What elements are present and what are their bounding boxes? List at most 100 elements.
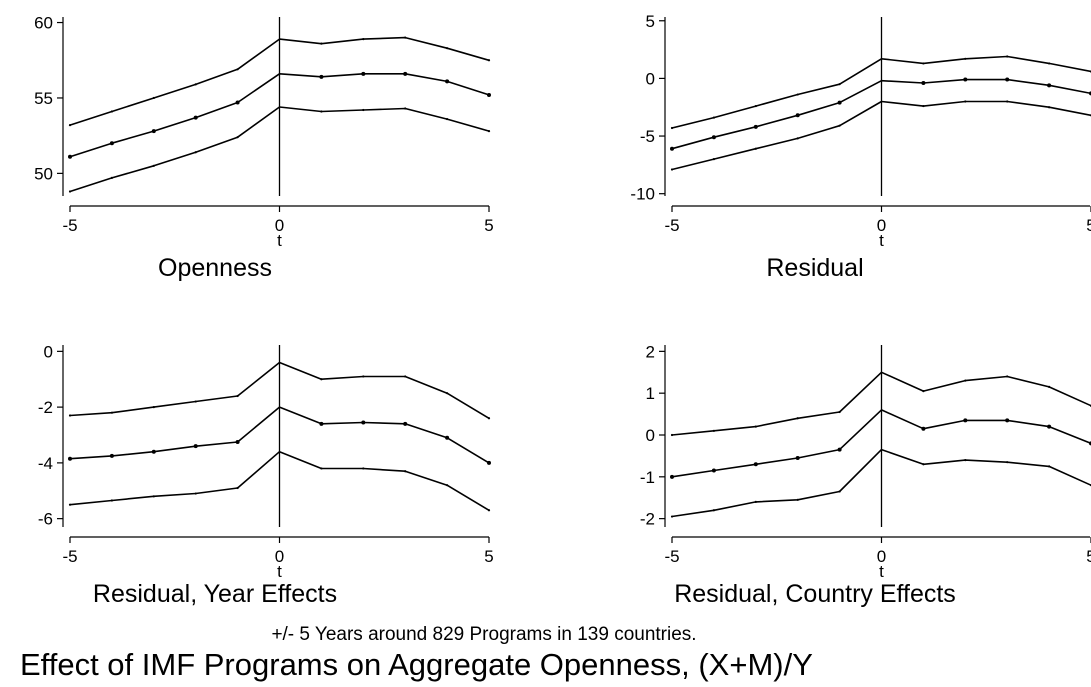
series-point-estimate: [670, 146, 674, 151]
series-point-upper: [670, 126, 674, 130]
panel-title: Residual, Country Effects: [674, 580, 956, 608]
series-point-lower: [110, 176, 113, 179]
series-point-estimate: [1005, 418, 1010, 423]
series-point-upper: [236, 394, 239, 398]
series-point-lower: [320, 467, 323, 470]
series-point-upper: [964, 57, 967, 60]
series-point-estimate: [361, 71, 366, 76]
panel-1: 50 55 60 -5 0 5 t Openness: [34, 14, 494, 282]
series-point-estimate: [487, 92, 491, 97]
series-point-lower: [68, 503, 72, 506]
series-line-lower: [69, 106, 490, 193]
series-point-estimate: [487, 460, 491, 465]
series-point-estimate: [403, 421, 408, 426]
series-point-upper: [754, 425, 757, 428]
series-point-lower: [838, 490, 841, 493]
series-point-estimate: [193, 115, 198, 120]
series-point-upper: [362, 38, 365, 41]
series-point-estimate: [711, 135, 716, 140]
series-point-estimate: [109, 141, 114, 146]
x-tick-label: 5: [484, 216, 493, 235]
series-point-estimate: [403, 71, 408, 76]
series-point-upper: [404, 36, 407, 39]
series-point-estimate: [445, 435, 450, 440]
x-tick-label: -5: [664, 216, 679, 235]
series-point-upper: [712, 116, 716, 119]
panel-title: Residual: [766, 254, 863, 282]
series-point-lower: [236, 136, 239, 139]
series-point-upper: [194, 83, 197, 86]
panel-grid: 505560-505tOpenness-10-505-505tResidual-…: [34, 12, 1091, 608]
series-line-estimate: [671, 78, 1091, 150]
series-point-estimate: [319, 421, 324, 426]
series-point-lower: [362, 108, 365, 112]
series-point-estimate: [151, 449, 156, 454]
x-axis-label: t: [879, 562, 884, 581]
y-tick-label: -2: [38, 398, 53, 417]
series-point-upper: [152, 406, 155, 409]
figure-title: Effect of IMF Programs on Aggregate Open…: [20, 647, 813, 682]
series-point-estimate: [1047, 424, 1052, 429]
series-line-lower: [671, 100, 1091, 171]
y-tick-label: 50: [34, 164, 53, 183]
series-point-upper: [1048, 385, 1051, 389]
series-point-upper: [922, 389, 925, 393]
x-axis-label: t: [277, 231, 282, 250]
x-tick-label: 0: [877, 547, 886, 566]
series-point-estimate: [361, 420, 366, 425]
series-point-estimate: [921, 426, 926, 431]
series-point-estimate: [193, 444, 198, 449]
series-point-lower: [194, 151, 197, 154]
series-point-upper: [670, 433, 674, 437]
series-point-upper: [712, 429, 716, 432]
series-point-estimate: [445, 79, 450, 84]
series-point-upper: [838, 83, 841, 86]
series-point-lower: [712, 158, 716, 161]
series-line-estimate: [69, 73, 490, 158]
series-point-lower: [712, 509, 716, 512]
series-point-lower: [670, 168, 674, 171]
series-line-lower: [671, 448, 1091, 518]
series-point-estimate: [68, 154, 72, 159]
series-point-lower: [1048, 106, 1051, 109]
series-line-estimate: [69, 406, 490, 464]
panel-title: Residual, Year Effects: [93, 580, 337, 608]
series-point-lower: [796, 498, 799, 501]
x-tick-label: -5: [62, 216, 77, 235]
series-point-estimate: [963, 418, 968, 423]
series-point-lower: [236, 486, 239, 490]
series-point-upper: [446, 392, 449, 395]
y-tick-label: -5: [640, 127, 655, 146]
series-point-estimate: [1047, 83, 1052, 88]
series-point-lower: [68, 190, 72, 193]
series-point-lower: [110, 499, 113, 502]
y-tick-label: 2: [646, 342, 655, 361]
series-point-lower: [446, 484, 449, 487]
series-point-lower: [754, 147, 757, 150]
y-tick-label: 5: [646, 12, 655, 31]
series-line-upper: [671, 55, 1091, 129]
x-tick-label: 0: [877, 216, 886, 235]
series-point-lower: [152, 495, 155, 498]
series-point-lower: [754, 500, 757, 504]
series-point-lower: [152, 164, 155, 167]
x-tick-label: 5: [1086, 547, 1091, 566]
panel-2: -10 -5 0 5 -5 0 5 t Residual: [630, 12, 1091, 282]
x-tick-label: 5: [1086, 216, 1091, 235]
series-point-upper: [1006, 375, 1009, 378]
series-point-upper: [487, 417, 491, 420]
y-tick-label: -2: [640, 510, 655, 529]
series-point-lower: [964, 458, 967, 462]
series-point-upper: [1006, 55, 1009, 58]
series-point-estimate: [235, 100, 240, 105]
series-point-upper: [320, 378, 323, 381]
y-tick-label: 0: [44, 342, 53, 361]
series-line-upper: [671, 371, 1091, 436]
series-point-lower: [838, 124, 841, 127]
series-point-estimate: [963, 77, 968, 82]
series-point-lower: [922, 463, 925, 466]
x-tick-label: 0: [275, 216, 284, 235]
series-point-upper: [446, 47, 449, 50]
